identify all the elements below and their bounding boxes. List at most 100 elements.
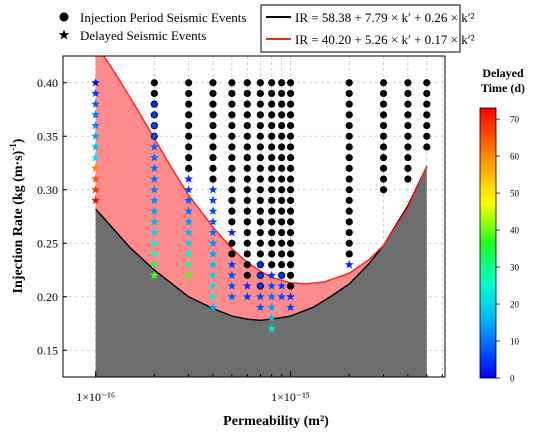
- injection-event-dot: [404, 121, 412, 130]
- injection-event-dot: [379, 132, 388, 140]
- delayed-event-star: [91, 142, 101, 151]
- y-tick-label: 0.30: [37, 183, 58, 197]
- delayed-event-star: [255, 281, 265, 290]
- injection-event-dot: [243, 89, 251, 98]
- delayed-event-star: [286, 302, 295, 312]
- injection-event-dot: [286, 207, 295, 215]
- injection-event-dot: [243, 175, 251, 183]
- injection-event-dot: [278, 100, 286, 108]
- delayed-event-star: [91, 174, 101, 183]
- injection-event-dot: [345, 154, 353, 162]
- y-axis-title-sup: -1: [8, 143, 18, 151]
- injection-event-dot: [243, 79, 251, 87]
- delayed-event-star: [149, 227, 159, 237]
- colorbar-tick-label: 60: [510, 152, 520, 162]
- delayed-event-star: [255, 260, 265, 269]
- injection-event-dot: [345, 196, 353, 205]
- delayed-event-star: [184, 260, 194, 269]
- injection-event-dot: [243, 100, 251, 108]
- injection-event-dot: [209, 121, 217, 130]
- injection-event-dot: [278, 228, 286, 237]
- injection-event-dot: [278, 218, 286, 226]
- injection-event-dot: [243, 239, 251, 247]
- injection-event-dot: [404, 175, 412, 183]
- injection-event-dot: [345, 228, 353, 237]
- delayed-event-star: [277, 292, 287, 301]
- injection-event-dot: [228, 239, 236, 247]
- delayed-event-star: [149, 217, 159, 226]
- y-tick-label: 0.15: [37, 343, 58, 357]
- injection-event-dot: [256, 218, 264, 226]
- injection-event-dot: [278, 121, 286, 130]
- legend-black-equation: IR = 58.38 + 7.79 × k′ + 0.26 × k′²: [295, 10, 475, 25]
- injection-event-dot: [256, 143, 264, 151]
- delayed-event-star: [208, 260, 218, 269]
- injection-event-dot: [404, 132, 412, 140]
- injection-event-dot: [150, 89, 158, 98]
- injection-event-dot: [379, 154, 388, 162]
- delayed-event-star: [149, 270, 159, 280]
- legend-equation-box: [260, 4, 461, 53]
- injection-event-dot: [379, 121, 388, 130]
- x-axis-ticks: 1×10⁻¹⁶ 1×10⁻¹⁵: [76, 371, 443, 404]
- y-axis-ticks: 0.15 0.20 0.25 0.30 0.35 0.40: [37, 76, 67, 357]
- injection-event-dot: [286, 271, 295, 279]
- injection-event-dot: [286, 282, 295, 290]
- delayed-event-star: [149, 163, 159, 173]
- legend-delayed-label: Delayed Seismic Events: [80, 28, 206, 43]
- colorbar-gradient: [479, 107, 497, 379]
- injection-event-dot: [379, 100, 388, 108]
- delayed-event-star: [149, 249, 159, 258]
- injection-event-dot: [379, 143, 388, 151]
- delayed-event-star: [149, 120, 159, 130]
- injection-event-dot: [345, 186, 353, 194]
- injection-event-dot: [268, 207, 276, 215]
- injection-event-dot: [379, 164, 388, 172]
- injection-event-dot: [286, 239, 295, 247]
- injection-event-dot: [404, 143, 412, 151]
- red-band: [95, 56, 427, 321]
- injection-event-dot: [286, 121, 295, 130]
- injection-event-dot: [278, 239, 286, 247]
- x-axis-title: Permeability (m²): [223, 414, 329, 429]
- injection-event-dot: [243, 250, 251, 258]
- delayed-event-star: [267, 281, 277, 290]
- delayed-event-star: [208, 292, 218, 301]
- injection-event-dot: [268, 164, 276, 172]
- x-tick-label: 1×10⁻¹⁶: [76, 390, 115, 404]
- injection-event-dot: [345, 89, 353, 98]
- delayed-event-star: [91, 185, 101, 194]
- injection-event-dot: [286, 261, 295, 269]
- injection-event-dot: [243, 271, 251, 279]
- injection-event-dot: [268, 132, 276, 140]
- injection-event-dot: [268, 121, 276, 130]
- injection-event-dot: [185, 100, 193, 108]
- injection-event-dot: [286, 186, 295, 194]
- delayed-event-star: [344, 260, 354, 269]
- injection-event-dot: [268, 250, 276, 258]
- injection-event-dot: [150, 79, 158, 87]
- delayed-event-star: [267, 324, 277, 333]
- delayed-event-star: [267, 270, 277, 280]
- injection-event-dot: [345, 132, 353, 140]
- injection-event-dot: [228, 121, 236, 130]
- delayed-event-star: [208, 270, 218, 280]
- y-tick-label: 0.40: [37, 76, 58, 90]
- injection-event-dot: [404, 164, 412, 172]
- injection-event-dot: [209, 164, 217, 172]
- delayed-event-star: [242, 292, 252, 301]
- delayed-event-star: [184, 270, 194, 280]
- delayed-event-star: [242, 281, 252, 290]
- delayed-event-star: [227, 270, 237, 280]
- injection-event-dot: [286, 132, 295, 140]
- injection-event-dot: [228, 111, 236, 119]
- injection-event-dot: [228, 207, 236, 215]
- y-axis-title-close: ): [11, 138, 26, 143]
- colorbar-title-line2: Time (d): [481, 81, 525, 95]
- delayed-event-star: [227, 260, 237, 269]
- injection-event-dot: [256, 111, 264, 119]
- injection-event-dot: [345, 121, 353, 130]
- injection-event-dot: [185, 79, 193, 87]
- injection-event-dot: [345, 175, 353, 183]
